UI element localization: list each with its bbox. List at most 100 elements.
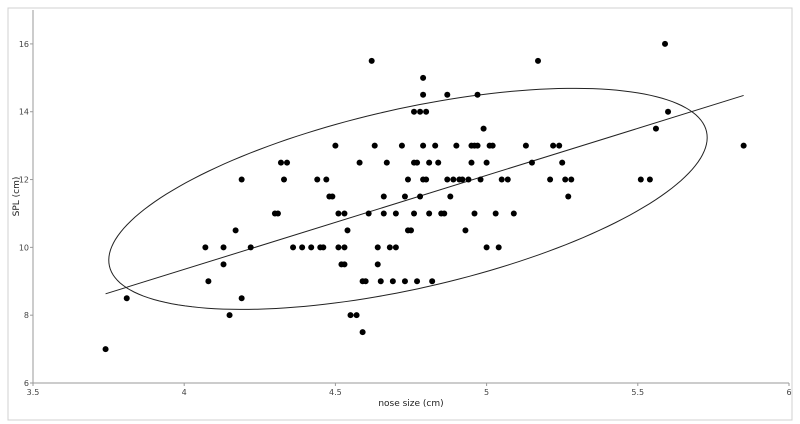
y-tick-label: 12 [19,176,29,185]
data-point [277,159,284,166]
data-point [359,329,366,336]
data-point [489,142,496,149]
x-axis-title: nose size (cm) [378,399,443,409]
data-point [389,278,396,285]
data-point [423,108,430,115]
data-point [565,193,572,200]
chart-frame [7,7,793,421]
data-point [504,176,511,183]
data-point [471,210,478,217]
y-axis-title: SPL (cm) [12,177,22,217]
data-point [492,210,499,217]
data-point [417,193,424,200]
data-point [347,312,354,319]
data-point [380,210,387,217]
data-point [435,159,442,166]
data-point [335,210,342,217]
data-point [362,278,369,285]
data-point [510,210,517,217]
data-point [426,159,433,166]
y-tick-label: 6 [24,379,29,388]
data-point [665,108,672,115]
data-point [547,176,554,183]
data-point [408,227,414,234]
data-point [420,91,427,98]
data-point [280,176,287,183]
plot-area: 3.5 4 4.5 5 5.5 6 6 8 10 12 14 16 [19,10,792,397]
x-tick-label: 3.5 [27,388,40,397]
data-point [238,295,245,302]
data-point [483,244,490,251]
data-point [238,176,245,183]
data-point [398,142,405,149]
data-point [332,142,339,149]
y-tick-label: 14 [19,108,29,117]
data-point [423,176,430,183]
y-tick-label: 16 [19,40,29,49]
regression-line [105,94,744,295]
data-point [528,159,535,166]
data-point [444,91,451,98]
data-point [341,261,348,268]
data-point [550,142,557,149]
data-point [341,210,348,217]
data-point [483,159,490,166]
data-point [562,176,569,183]
data-point [453,142,460,149]
x-tick-label: 6 [786,388,791,397]
data-point [374,261,381,268]
data-point [426,210,433,217]
x-tick-label: 5 [484,388,489,397]
data-point [462,227,469,234]
data-point [392,210,399,217]
data-point [380,193,387,200]
data-point [205,278,212,285]
data-point [401,193,408,200]
data-point [320,244,327,251]
data-point [386,244,393,251]
data-point [335,244,342,251]
data-point [441,210,448,217]
data-point [284,159,291,166]
data-point [314,176,321,183]
data-point [480,125,487,132]
data-point [568,176,575,183]
data-point [247,244,254,251]
data-point [450,176,457,183]
x-tick-label: 5.5 [631,388,644,397]
data-point [344,227,351,234]
data-point [474,91,481,98]
data-point [368,57,375,64]
data-point [374,244,381,251]
data-point [465,176,472,183]
data-point [417,108,424,115]
data-point [411,108,418,115]
data-point [308,244,315,251]
data-point [341,244,348,251]
data-point [220,244,227,251]
confidence-ellipse [108,87,708,310]
data-point [414,278,421,285]
data-point [444,176,451,183]
data-point [371,142,378,149]
data-point [299,244,306,251]
data-point [432,142,439,149]
data-point [559,159,566,166]
data-point [220,261,227,268]
data-point [535,57,542,64]
data-point [522,142,529,149]
data-point [401,278,408,285]
data-point [274,210,281,217]
data-point [226,312,233,319]
data-point [202,244,209,251]
data-point [662,40,669,47]
y-tick-label: 8 [24,311,29,320]
data-point [102,346,109,353]
data-point [429,278,436,285]
data-point [652,125,659,132]
data-point [323,176,330,183]
data-point [477,176,484,183]
data-point [498,176,505,183]
data-point [329,193,336,200]
